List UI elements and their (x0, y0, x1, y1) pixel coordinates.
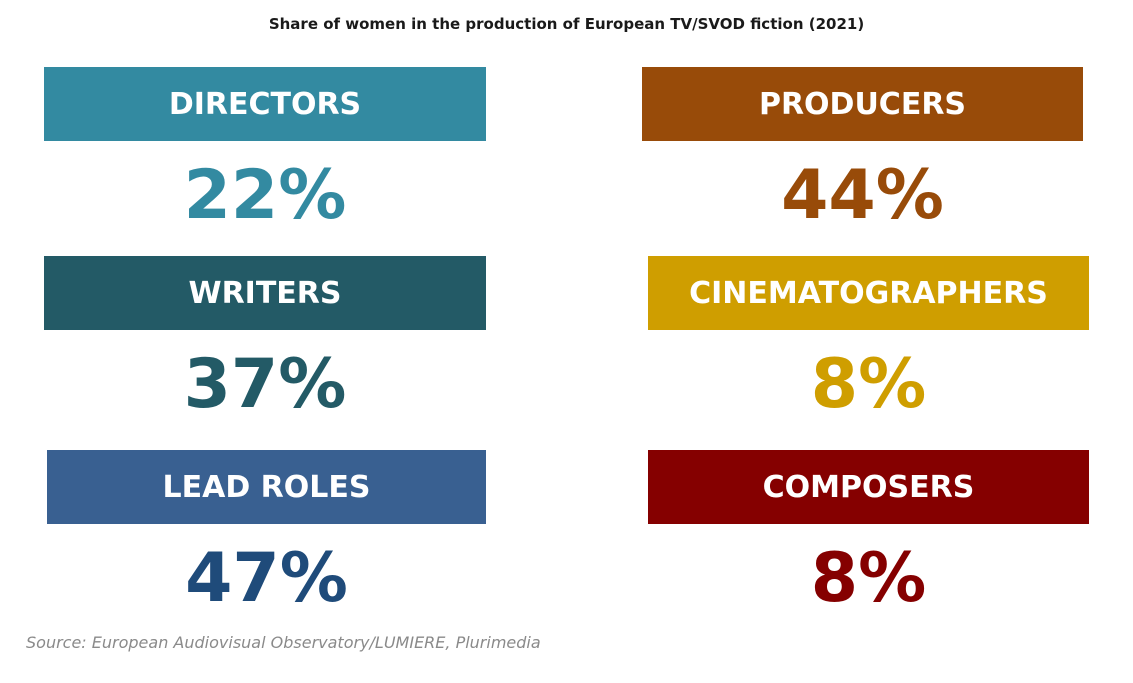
producers-value: 44% (781, 155, 944, 235)
writers-value: 37% (183, 344, 347, 424)
lead-roles-banner: LEAD ROLES (47, 450, 486, 524)
cinematographers-value: 8% (810, 344, 927, 424)
directors-value: 22% (183, 155, 347, 235)
chart-title: Share of women in the production of Euro… (268, 15, 865, 33)
composers-value: 8% (810, 538, 927, 618)
source-note: Source: European Audiovisual Observatory… (26, 633, 541, 652)
cinematographers-banner: CINEMATOGRAPHERS (648, 256, 1089, 330)
lead-roles-value: 47% (185, 538, 348, 618)
producers-banner: PRODUCERS (642, 67, 1083, 141)
composers-banner: COMPOSERS (648, 450, 1089, 524)
writers-banner: WRITERS (44, 256, 486, 330)
directors-banner: DIRECTORS (44, 67, 486, 141)
